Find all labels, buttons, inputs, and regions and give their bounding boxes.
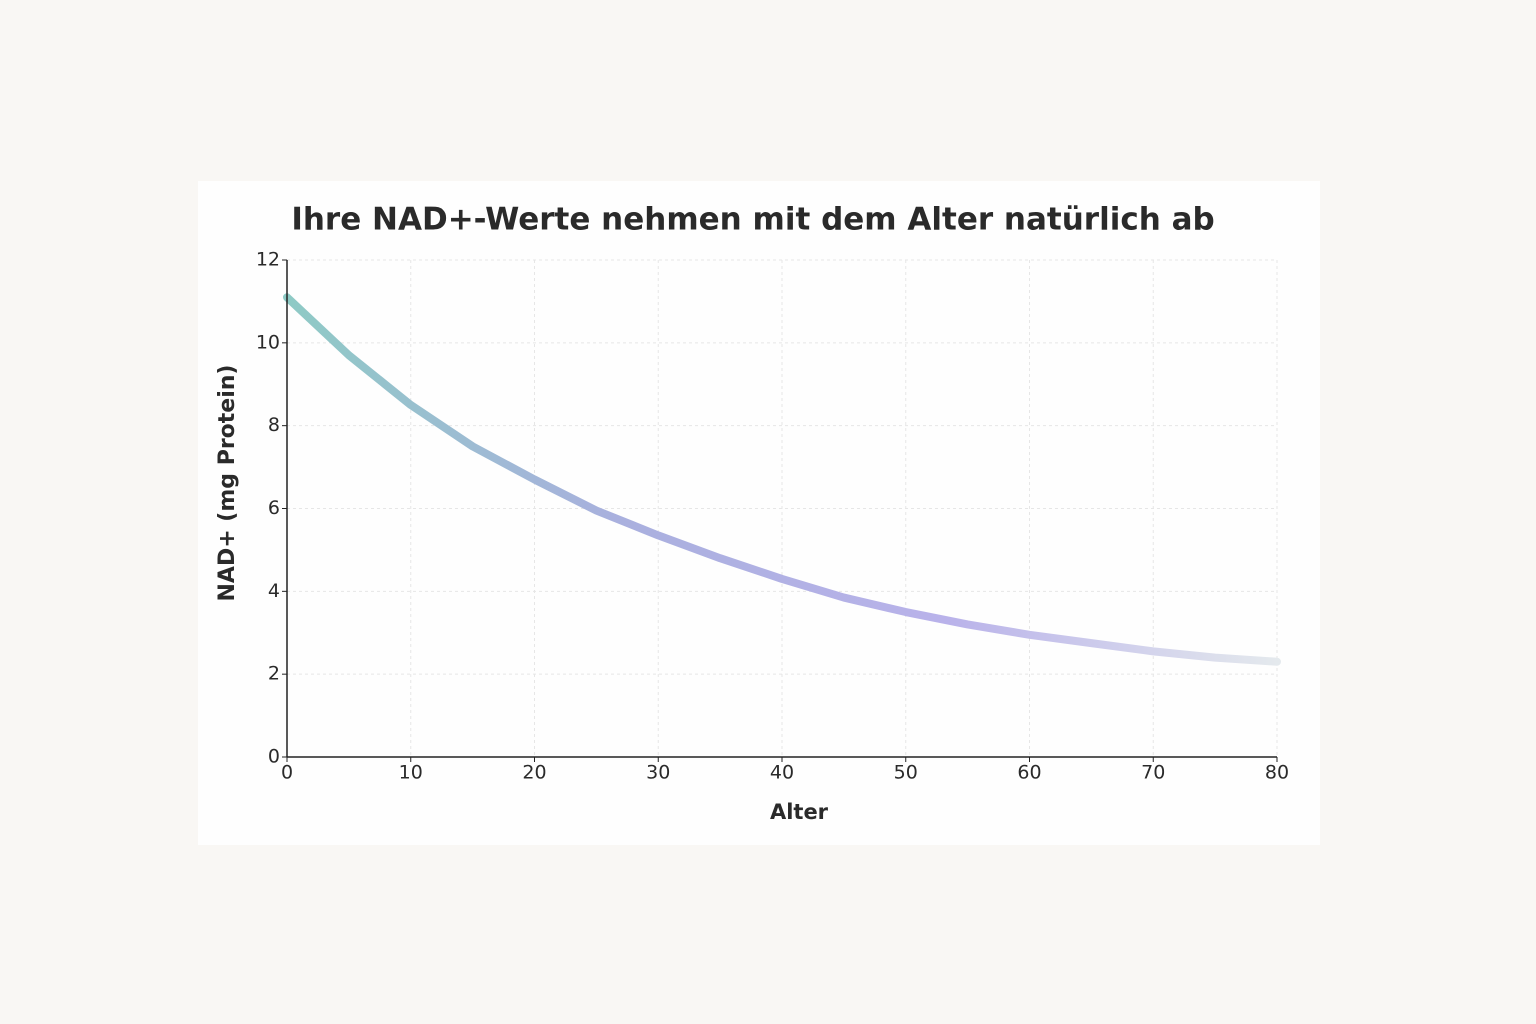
x-tick-label: 0 (281, 762, 293, 784)
x-axis-label: Alter (770, 800, 829, 824)
x-tick-label: 50 (894, 762, 918, 784)
data-line (283, 293, 1281, 666)
x-tick-label: 70 (1141, 762, 1165, 784)
y-axis-label: NAD+ (mg Protein) (215, 365, 240, 602)
x-tick-label: 30 (646, 762, 670, 784)
y-tick-label: 2 (268, 663, 280, 685)
card (198, 181, 1320, 845)
x-tick-label: 20 (522, 762, 546, 784)
y-tick-label: 4 (268, 580, 280, 602)
y-tick-label: 12 (256, 249, 280, 271)
chart-title: Ihre NAD+-Werte nehmen mit dem Alter nat… (291, 202, 1214, 238)
x-tick-label: 60 (1017, 762, 1041, 784)
x-tick-label: 10 (399, 762, 423, 784)
y-tick-label: 6 (268, 497, 280, 519)
x-tick-label: 40 (770, 762, 794, 784)
y-tick-label: 10 (256, 331, 280, 353)
y-tick-label: 8 (268, 414, 280, 436)
x-tick-label: 80 (1265, 762, 1289, 784)
y-tick-label: 0 (268, 746, 280, 768)
